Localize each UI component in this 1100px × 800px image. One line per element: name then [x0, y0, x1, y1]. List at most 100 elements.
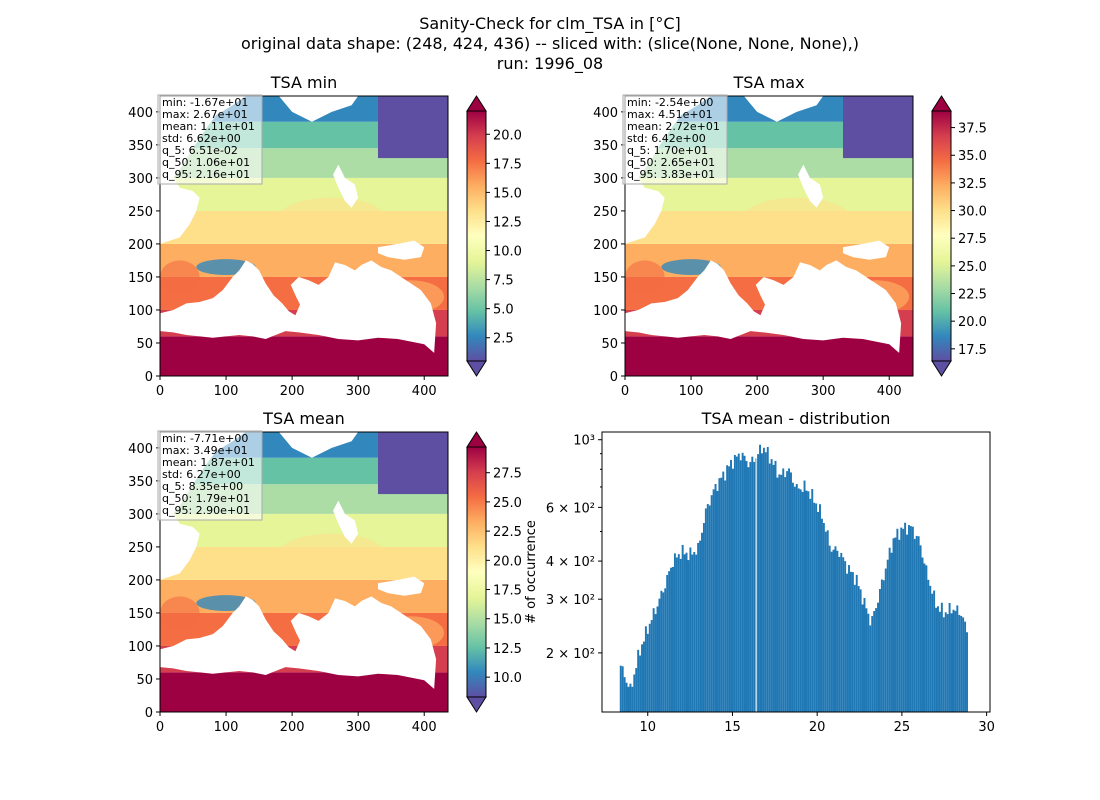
histogram-bar: [830, 551, 833, 712]
histogram-bar: [714, 483, 717, 712]
y-tick-label: 100: [128, 640, 153, 655]
histogram-bar: [863, 597, 866, 712]
x-tick-label: 100: [214, 384, 239, 399]
histogram-bar: [817, 511, 820, 712]
histogram-bar: [853, 584, 856, 712]
histogram-bar: [673, 553, 676, 712]
colorbar-tick-label: 5.0: [493, 303, 514, 318]
stats-line: mean: 1.87e+01: [162, 456, 255, 469]
histogram-bar: [693, 551, 696, 712]
colorbar-tick-label: 2.5: [493, 332, 514, 347]
histogram-bar: [743, 455, 746, 712]
histogram-bar: [726, 465, 729, 712]
map-region-plain: [278, 533, 385, 574]
stats-line: max: 3.49e+01: [162, 444, 248, 457]
stats-line: min: -2.54e+00: [627, 96, 713, 109]
histogram-bar: [909, 526, 912, 712]
map-region-mountain: [196, 259, 256, 275]
x-tick-label: 100: [214, 720, 239, 735]
histogram-bar: [846, 573, 849, 712]
histogram-bar: [702, 523, 705, 712]
histogram-bar: [747, 467, 750, 712]
colorbar-extend-max: [466, 95, 487, 112]
histogram-bar: [780, 474, 783, 712]
y-tick-label: 2 × 10²: [546, 647, 595, 662]
histogram-bar: [822, 523, 825, 712]
histogram-bar: [948, 602, 951, 712]
histogram-bar: [730, 459, 732, 712]
histogram-bar: [908, 525, 910, 712]
histogram-bars: [619, 444, 968, 712]
panel-title: TSA mean: [262, 409, 345, 428]
panel-title: TSA max: [732, 73, 804, 92]
x-tick-label: 0: [156, 720, 164, 735]
map-band: [160, 336, 449, 376]
colorbar: 2.5 5.0 7.5 10.0 12.5 15.0 17.5 20.0: [466, 95, 522, 377]
histogram-bar: [867, 613, 870, 712]
map-region-warm: [377, 616, 445, 650]
map-region-iberia: [625, 260, 665, 294]
histogram-bar: [921, 557, 924, 712]
histogram-bar: [668, 571, 671, 712]
colorbar-frame: [466, 110, 487, 362]
histogram-bar: [691, 554, 694, 712]
x-tick-label: 10: [639, 720, 656, 735]
histogram-bar: [774, 460, 777, 712]
histogram-bar: [952, 609, 955, 712]
histogram-bar: [656, 606, 659, 712]
histogram-bar: [915, 535, 918, 712]
histogram-bar: [857, 586, 860, 712]
histogram-bar: [898, 539, 901, 712]
x-tick-label: 200: [280, 384, 305, 399]
histogram-bar: [884, 568, 887, 712]
histogram-bar: [894, 537, 897, 712]
stats-line: max: 2.67e+01: [162, 108, 248, 121]
stats-line: mean: 2.72e+01: [627, 120, 720, 133]
colorbar-tick-label: 25.0: [493, 496, 522, 511]
colorbar-tick-label: 32.5: [958, 177, 987, 192]
map-band: [160, 309, 449, 337]
y-tick-label: 6 × 10²: [546, 501, 595, 516]
histogram-bar: [937, 606, 939, 712]
histogram-bar: [768, 463, 771, 712]
histogram-bar: [619, 665, 622, 712]
histogram-bar: [679, 558, 682, 712]
histogram-bar: [650, 620, 653, 712]
histogram-bar: [791, 482, 794, 712]
stats-line: mean: 1.11e+01: [162, 120, 255, 133]
y-tick-label: 350: [128, 475, 153, 490]
histogram-bar: [733, 455, 736, 712]
stats-line: q_95: 3.83e+01: [627, 168, 715, 181]
histogram-bar: [648, 623, 651, 712]
histogram-bar: [708, 505, 711, 712]
figure-title-line: Sanity-Check for clm_TSA in [°C]: [419, 14, 681, 34]
histogram-bar: [855, 574, 858, 712]
histogram-bar: [633, 674, 636, 712]
histogram-bar: [784, 477, 787, 712]
map-band: [625, 309, 914, 337]
histogram-bar: [861, 604, 864, 712]
histogram-bar: [627, 686, 630, 712]
histogram-bar: [929, 585, 932, 712]
histogram-bar: [666, 575, 669, 712]
x-tick-label: 20: [809, 720, 826, 735]
histogram-bar: [749, 462, 752, 712]
histogram-bar: [832, 549, 835, 712]
histogram-bar: [848, 565, 850, 712]
histogram-bar: [927, 579, 930, 712]
colorbar-tick-label: 15.0: [493, 186, 522, 201]
y-tick-label: 150: [128, 607, 153, 622]
histogram-bar: [728, 466, 731, 712]
histogram-bar: [644, 626, 647, 712]
y-tick-label: 10³: [573, 434, 595, 449]
histogram-bar: [635, 668, 638, 712]
y-tick-label: 200: [128, 238, 153, 253]
stats-box-bg: [622, 94, 728, 185]
panel-title: TSA mean - distribution: [701, 409, 891, 428]
histogram-panel: TSA mean - distribution 10 15 20 25 30 2 × 10²…: [524, 409, 995, 735]
histogram-bar: [790, 472, 792, 712]
map-region-mountain: [196, 595, 256, 611]
